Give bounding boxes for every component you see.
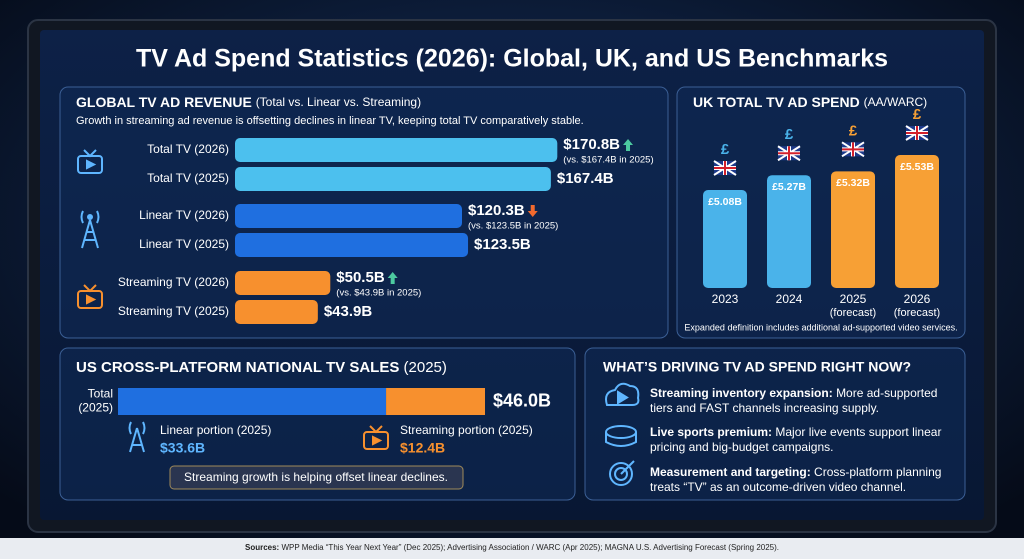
trend-up-icon — [623, 139, 634, 151]
category-note: (forecast) — [830, 307, 876, 319]
driver-item: Live sports premium: Major live events s… — [650, 425, 950, 455]
uk-flag-cross — [778, 146, 800, 161]
value-label: $33.6B — [160, 440, 205, 456]
category-label: Streaming TV (2026) — [118, 275, 229, 289]
uk-flag-cross — [906, 126, 928, 140]
currency-symbol: £ — [913, 106, 922, 123]
value-label: $43.9B — [324, 303, 373, 320]
value-label: $123.5B — [474, 236, 531, 253]
value-label: $120.3B — [468, 202, 525, 219]
panel-drivers — [584, 347, 966, 501]
us-note-box — [169, 465, 464, 490]
uk-title: UK TOTAL TV AD SPEND — [693, 94, 860, 110]
bar — [235, 233, 469, 257]
value-label: $167.4B — [557, 170, 614, 187]
streaming-icon — [77, 284, 103, 309]
sources-label: Sources: — [245, 543, 279, 552]
us-note: Streaming growth is helping offset linea… — [184, 470, 448, 484]
bar — [767, 175, 811, 288]
us-antenna-icon — [128, 421, 146, 453]
category-label: Total TV (2026) — [147, 142, 229, 156]
panel-uk — [676, 86, 966, 339]
bar — [895, 155, 939, 288]
uk-flag-cross — [714, 161, 736, 175]
category-label: Linear TV (2025) — [139, 237, 229, 251]
driver-item: Measurement and targeting: Cross-platfor… — [650, 465, 950, 495]
value-label: $50.5B — [336, 269, 385, 286]
value-label: £5.27B — [772, 181, 806, 193]
value-label: £5.08B — [708, 196, 742, 208]
driver-heading: Streaming inventory expansion: — [650, 386, 833, 400]
category-label: 2026 — [904, 292, 931, 306]
sources-bar — [0, 538, 1024, 559]
bar — [235, 167, 551, 191]
category-note: (forecast) — [894, 307, 940, 319]
driver-text: More ad-supported tiers and FAST channel… — [650, 386, 938, 415]
annotation: (vs. $43.9B in 2025) — [336, 288, 421, 299]
uk-flag-cross — [842, 142, 864, 157]
tv-icon — [77, 149, 103, 174]
driver-text: Major live events support linear pricing… — [650, 425, 942, 454]
currency-symbol: £ — [849, 122, 858, 139]
value-label: £5.53B — [900, 161, 934, 173]
driver-text: Cross-platform planning treats “TV” as a… — [650, 465, 942, 494]
uk-footnote: Expanded definition includes additional … — [684, 322, 957, 332]
us-subtitle: (2025) — [404, 359, 447, 376]
category-label: Streaming TV (2025) — [118, 304, 229, 318]
legend-label: Linear portion (2025) — [160, 423, 271, 437]
bar — [831, 171, 875, 288]
driver-icons — [605, 382, 640, 486]
bar — [235, 204, 463, 228]
category-label: Total TV (2025) — [147, 171, 229, 185]
driver-heading: Measurement and targeting: — [650, 465, 811, 479]
global-description: Growth in streaming ad revenue is offset… — [76, 115, 584, 127]
category-label: 2025 — [840, 292, 867, 306]
bar — [235, 271, 331, 295]
annotation: (vs. $123.5B in 2025) — [468, 221, 558, 232]
uk-subtitle: (AA/WARC) — [864, 95, 928, 109]
us-title: US CROSS-PLATFORM NATIONAL TV SALES — [76, 359, 399, 376]
us-streaming-icon — [363, 425, 389, 450]
global-title: GLOBAL TV AD REVENUE — [76, 94, 252, 110]
trend-up-icon — [387, 272, 398, 284]
value-label: £5.32B — [836, 177, 870, 189]
bar — [703, 190, 747, 288]
category-label: 2023 — [712, 292, 739, 306]
total-label: $46.0B — [493, 390, 551, 410]
value-label: $170.8B — [563, 136, 620, 153]
driver-heading: Live sports premium: — [650, 425, 773, 439]
category-label: Total (2025) — [78, 387, 113, 415]
driver-item: Streaming inventory expansion: More ad-s… — [650, 386, 950, 416]
sources: Sources: WPP Media “This Year Next Year”… — [245, 543, 779, 552]
us-heading: US CROSS-PLATFORM NATIONAL TV SALES (202… — [76, 359, 447, 376]
uk-heading: UK TOTAL TV AD SPEND (AA/WARC) — [693, 94, 927, 110]
panel-us — [59, 347, 576, 501]
currency-symbol: £ — [785, 126, 794, 143]
category-label: Linear TV (2026) — [139, 208, 229, 222]
bar — [235, 138, 558, 162]
value-label: $12.4B — [400, 440, 445, 456]
bar-segment — [118, 388, 387, 415]
currency-symbol: £ — [721, 141, 730, 158]
bar-segment — [386, 388, 485, 415]
antenna-icon — [80, 210, 100, 249]
annotation: (vs. $167.4B in 2025) — [563, 155, 653, 166]
main-title: TV Ad Spend Statistics (2026): Global, U… — [136, 45, 888, 73]
legend-label: Streaming portion (2025) — [400, 423, 533, 437]
global-heading: GLOBAL TV AD REVENUE (Total vs. Linear v… — [76, 94, 421, 110]
global-subtitle: (Total vs. Linear vs. Streaming) — [256, 95, 421, 109]
drivers-title: WHAT’S DRIVING TV AD SPEND RIGHT NOW? — [603, 359, 911, 375]
sources-text: WPP Media “This Year Next Year” (Dec 202… — [281, 543, 779, 552]
bar — [235, 300, 318, 324]
trend-down-icon — [527, 205, 538, 217]
category-label: 2024 — [776, 292, 803, 306]
